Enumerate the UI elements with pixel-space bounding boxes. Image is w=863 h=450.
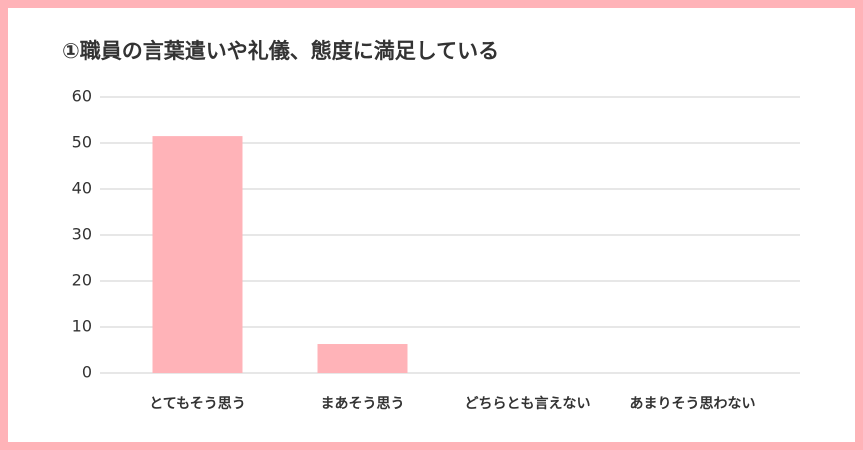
y-tick-label: 10 (72, 317, 92, 336)
y-tick-label: 20 (72, 271, 92, 290)
bar (317, 344, 408, 373)
y-tick-label: 50 (72, 133, 92, 152)
bar (152, 136, 243, 373)
y-tick-label: 40 (72, 179, 92, 198)
x-tick-label: どちらとも言えない (465, 395, 591, 412)
chart-title: ①職員の言葉遣いや礼儀、態度に満足している (62, 39, 499, 63)
x-tick-label: まあそう思う (321, 396, 405, 412)
y-tick-label: 30 (72, 225, 92, 244)
panel (8, 8, 855, 442)
x-tick-label: あまりそう思わない (630, 396, 756, 412)
x-tick-label: とてもそう思う (149, 396, 246, 412)
y-tick-label: 0 (82, 363, 92, 382)
y-tick-label: 60 (72, 87, 92, 106)
